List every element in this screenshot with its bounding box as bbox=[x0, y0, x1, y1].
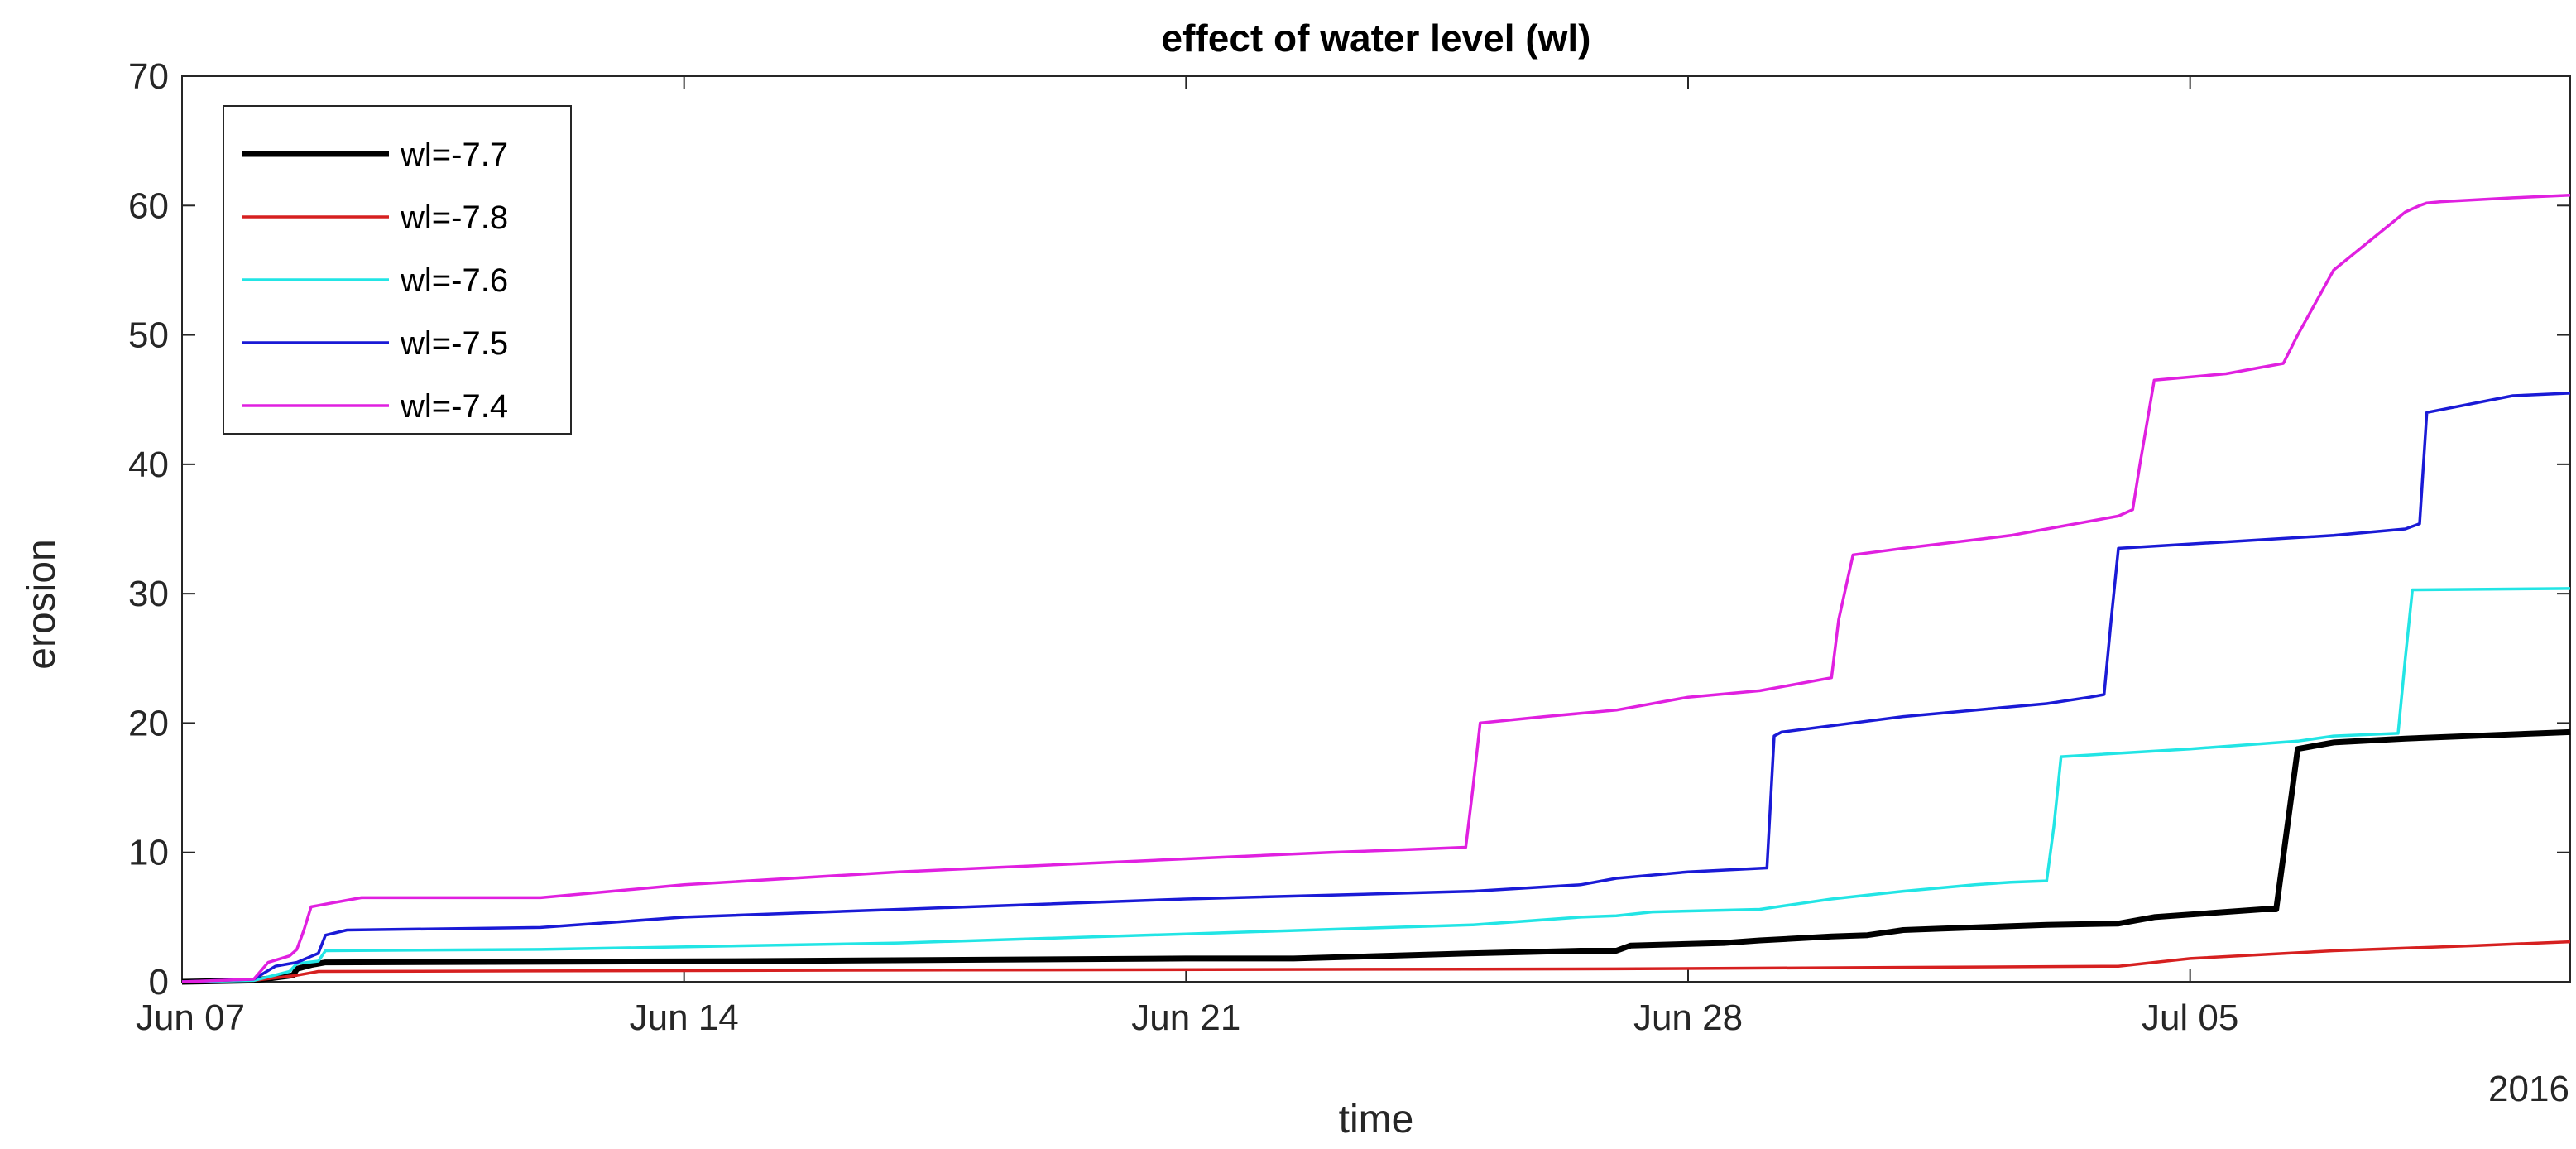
y-tick-label: 30 bbox=[128, 574, 169, 614]
series-line-wl-7-5 bbox=[181, 392, 2571, 983]
x-tick-label: Jun 28 bbox=[1633, 998, 1743, 1038]
y-tick-label: 40 bbox=[128, 445, 169, 485]
x-tick-label: Jun 07 bbox=[136, 998, 245, 1038]
y-tick-label: 60 bbox=[128, 185, 169, 226]
y-axis-label: erosion bbox=[20, 539, 64, 669]
y-tick-label: 50 bbox=[128, 315, 169, 356]
x-axis-label: time bbox=[1339, 1098, 1414, 1142]
legend-label-wl-7-8: wl=-7.8 bbox=[400, 200, 508, 236]
chart-title: effect of water level (wl) bbox=[1162, 17, 1591, 60]
y-tick-label: 0 bbox=[149, 962, 169, 1002]
series-line-wl-7-4 bbox=[181, 194, 2571, 983]
series-line-wl-7-8 bbox=[181, 940, 2571, 983]
series-line-wl-7-7 bbox=[181, 728, 2571, 985]
x-axis-year-label: 2016 bbox=[2488, 1069, 2569, 1109]
axes-box bbox=[181, 75, 2571, 983]
y-tick-label: 20 bbox=[128, 703, 169, 743]
y-tick-label: 70 bbox=[128, 56, 169, 97]
legend: wl=-7.7 wl=-7.8 wl=-7.6 wl=-7.5 wl=-7.4 bbox=[223, 105, 572, 435]
legend-label-wl-7-4: wl=-7.4 bbox=[400, 388, 508, 425]
series-line-wl-7-6 bbox=[181, 587, 2571, 983]
legend-label-wl-7-5: wl=-7.5 bbox=[400, 325, 508, 362]
x-tick-label: Jun 14 bbox=[630, 998, 739, 1038]
legend-label-wl-7-6: wl=-7.6 bbox=[400, 262, 508, 299]
legend-label-wl-7-7: wl=-7.7 bbox=[400, 137, 508, 173]
x-tick-label: Jun 21 bbox=[1131, 998, 1240, 1038]
plot-area: 0 10 20 30 40 50 60 70 Jun 07 Jun 14 Jun 21 Jun 28 J… bbox=[128, 56, 2571, 1038]
x-tick-label: Jul 05 bbox=[2142, 998, 2238, 1038]
legend-box bbox=[223, 105, 572, 435]
y-tick-label: 10 bbox=[128, 833, 169, 873]
